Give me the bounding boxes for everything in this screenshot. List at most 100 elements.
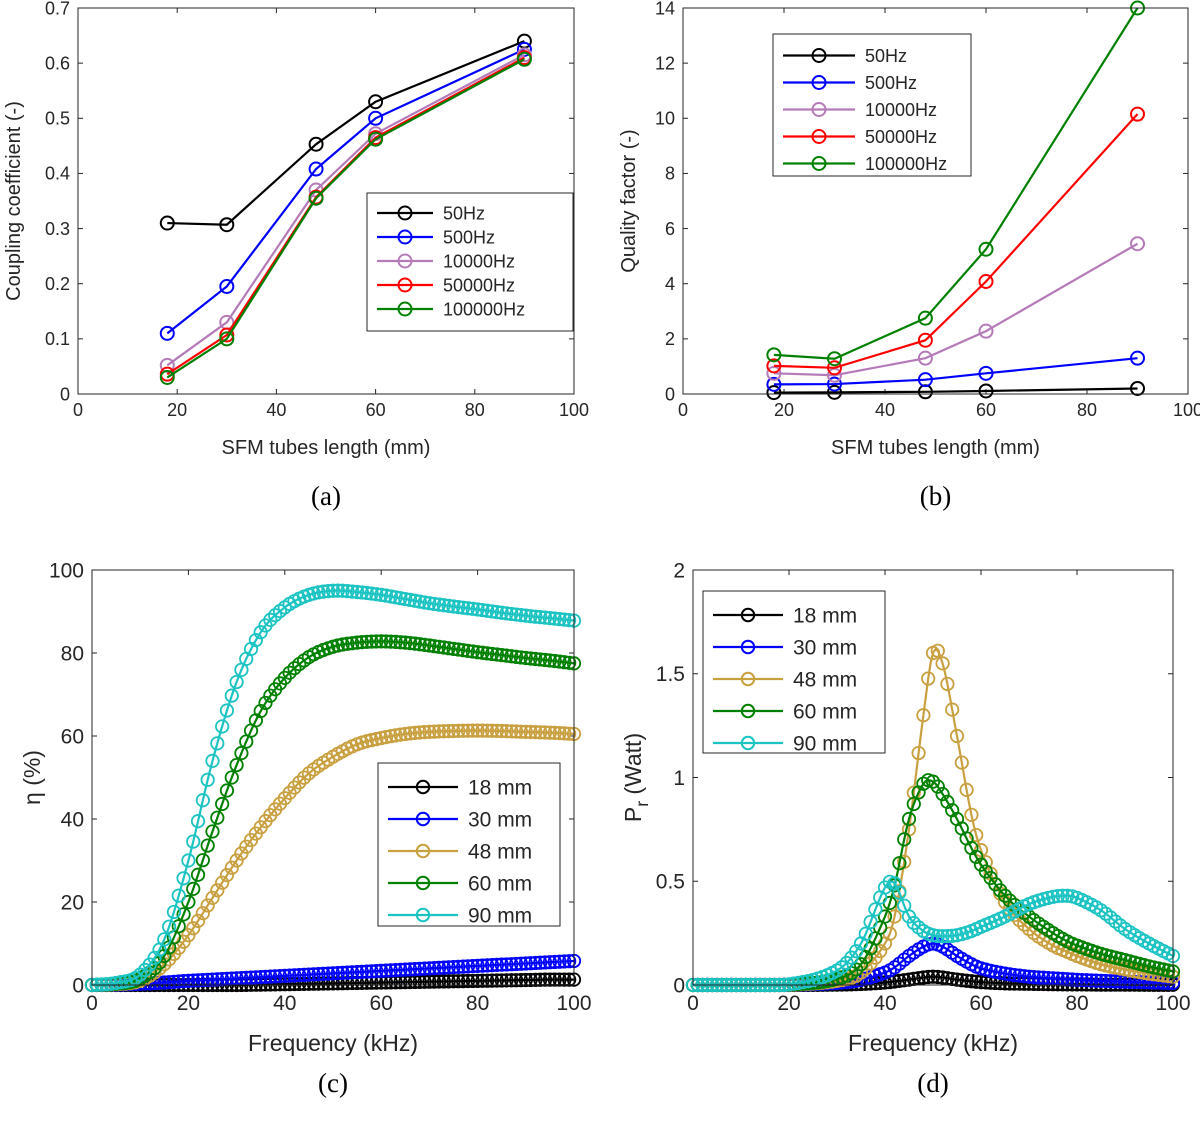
panel-b-point-100000hz <box>766 347 782 363</box>
panel-c-point-60-mm <box>537 652 553 668</box>
panel-c-point-90-mm <box>147 950 162 965</box>
panel-b-x-tick-label: 40 <box>875 400 895 420</box>
panel-c-point-48-mm <box>552 726 567 741</box>
panel-c-point-18-mm <box>533 972 548 987</box>
panel-b-point-100000hz <box>827 351 842 367</box>
panel-b-legend-swatch-marker <box>811 48 827 63</box>
panel-c-point-60-mm <box>398 635 413 650</box>
panel-c-point-30-mm <box>258 969 273 984</box>
panel-d-point-30-mm <box>1021 969 1037 984</box>
panel-c-point-18-mm <box>263 977 278 992</box>
panel-d-y-tick-label: 1.5 <box>656 663 685 686</box>
panel-c-point-60-mm <box>504 649 519 664</box>
panel-c-legend: 18 mm 30 mm 48 mm 60 mm 90 mm <box>377 762 561 928</box>
panel-c-point-18-mm <box>504 973 519 988</box>
panel-d-legend-label: 48 mm <box>793 669 857 692</box>
panel-c-point-30-mm <box>374 963 389 978</box>
panel-d-point-30-mm <box>1026 970 1041 985</box>
panel-a-point-100000hz <box>516 51 532 67</box>
panel-d-x-axis-label: Frequency (kHz) <box>848 1030 1018 1056</box>
panel-d-point-18-mm <box>959 973 974 988</box>
panel-d-y-axis-label: Pr (Watt) <box>620 733 652 822</box>
panel-c-point-30-mm <box>190 973 206 988</box>
panel-b-legend-label: 100000Hz <box>865 154 947 174</box>
panel-a-series-500hz <box>159 41 532 341</box>
panel-b-series-500hz <box>766 350 1145 392</box>
panel-a-caption: (a) <box>311 481 341 511</box>
panel-c-axes-frame <box>91 569 575 986</box>
panel-c-point-48-mm <box>523 724 538 740</box>
panel-d-point-90-mm <box>892 885 907 900</box>
panel-c-point-30-mm <box>330 966 345 981</box>
panel-b-legend-swatch-marker <box>811 75 827 90</box>
panel-c-point-48-mm <box>557 726 572 741</box>
panel-c-point-30-mm <box>287 968 302 983</box>
panel-c-legend-entry-60-mm: 60 mm <box>388 873 532 896</box>
panel-c-point-60-mm <box>354 635 370 650</box>
panel-c-point-90-mm <box>470 602 485 617</box>
panel-c-point-90-mm <box>547 611 562 626</box>
panel-a-x-tick-label: 20 <box>167 400 187 420</box>
panel-c-point-48-mm <box>494 723 509 739</box>
panel-c-point-90-mm <box>109 975 124 991</box>
panel-c-point-48-mm <box>378 729 394 745</box>
panel-b-line-500hz <box>773 357 1138 386</box>
panel-c-y-axis-label: η (%) <box>19 750 45 805</box>
panel-d-point-18-mm <box>964 974 979 989</box>
panel-a-legend-swatch-marker <box>397 229 413 245</box>
panel-d-x-tick-label: 20 <box>777 992 800 1015</box>
panel-c-point-18-mm <box>431 974 447 989</box>
panel-c-point-90-mm <box>200 772 215 787</box>
panel-c-point-18-mm <box>528 972 543 987</box>
panel-d-legend-label: 30 mm <box>793 637 857 660</box>
panel-c-y-tick-label: 100 <box>49 559 84 582</box>
panel-a-y-axis-label: Coupling coefficient (-) <box>3 101 25 301</box>
panel-c-point-60-mm <box>533 652 548 667</box>
panel-b-point-50000hz <box>917 332 933 348</box>
panel-d-point-48-mm <box>858 961 873 976</box>
panel-a-point-50hz <box>219 217 235 233</box>
panel-c-point-30-mm <box>518 956 533 971</box>
panel-c-x-tick-label: 60 <box>370 992 393 1015</box>
panel-c-point-30-mm <box>557 954 572 969</box>
panel-d-legend-label: 60 mm <box>793 701 857 724</box>
panel-c-point-48-mm <box>533 725 548 740</box>
panel-b-point-10000hz <box>917 350 933 366</box>
panel-c-point-18-mm <box>470 973 485 988</box>
panel-b-point-500hz <box>917 372 933 388</box>
panel-d-point-18-mm <box>1017 976 1032 991</box>
panel-d-point-48-mm <box>959 782 974 797</box>
panel-d-point-90-mm <box>906 915 921 931</box>
panel-c-point-60-mm <box>287 661 302 676</box>
panel-c-point-18-mm <box>509 973 524 988</box>
panel-c-point-48-mm <box>296 770 312 785</box>
panel-b-point-50000hz <box>827 360 842 376</box>
panel-a-y-tick-label: 0.6 <box>45 53 70 73</box>
panel-d-point-48-mm <box>935 656 950 671</box>
panel-a-legend-swatch-marker <box>397 205 413 221</box>
panel-d-point-60-mm <box>901 811 917 827</box>
panel-a-y-tick-label: 0.7 <box>45 0 70 18</box>
panel-c-point-90-mm <box>186 834 201 849</box>
panel-c-point-60-mm <box>451 642 466 657</box>
panel-c-point-90-mm <box>162 919 177 934</box>
panel-c-point-90-mm <box>321 583 336 599</box>
panel-a-point-50hz <box>159 215 175 231</box>
panel-d-point-18-mm <box>940 971 955 986</box>
panel-c-point-90-mm <box>407 593 423 608</box>
panel-c-y-tick-label: 20 <box>61 891 84 914</box>
panel-c-point-18-mm <box>562 972 577 987</box>
panel-c-point-30-mm <box>205 972 220 987</box>
panel-c-legend-label: 48 mm <box>468 841 532 864</box>
panel-b-y-tick-label: 8 <box>665 164 675 184</box>
panel-c-series-90-mm <box>84 583 582 993</box>
panel-c-point-60-mm <box>436 640 451 655</box>
panel-c-point-48-mm <box>393 727 408 742</box>
panel-c-point-90-mm <box>489 604 504 620</box>
panel-d-point-90-mm <box>868 902 883 917</box>
panel-b-legend-label: 10000Hz <box>865 100 937 120</box>
panel-c-point-30-mm <box>364 964 379 979</box>
panel-c-point-18-mm <box>552 972 567 987</box>
panel-c-point-30-mm <box>509 956 524 972</box>
panel-c-point-30-mm <box>345 965 360 980</box>
